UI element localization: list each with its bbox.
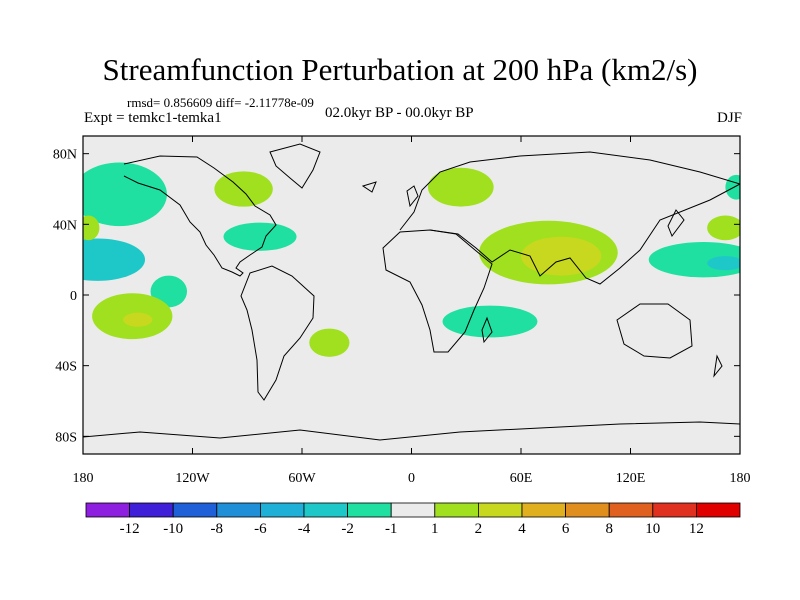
colorbar-label: 8 [605, 521, 613, 537]
colorbar-box [521, 502, 566, 518]
x-tick-label: 120E [616, 471, 646, 486]
colorbar-label: -8 [211, 521, 224, 537]
colorbar-box [696, 502, 741, 518]
x-tick-label: 180 [73, 471, 94, 486]
map-background [83, 136, 740, 454]
colorbar-label: 12 [689, 521, 704, 537]
colorbar-label: -2 [341, 521, 354, 537]
eurasia-coast [399, 151, 740, 285]
colorbar-box [216, 502, 261, 518]
coastlines [83, 143, 740, 441]
anomaly-west-pacific-jet [648, 242, 740, 278]
anomaly-dateline-40n [83, 215, 100, 241]
colorbar-label: 6 [562, 521, 570, 537]
colorbar-box [565, 502, 610, 518]
anomaly-fields [83, 162, 740, 357]
anomaly-north-atlantic-storm [223, 222, 297, 251]
colorbar-label: 2 [475, 521, 483, 537]
anomaly-central-pacific-core [93, 250, 127, 269]
colorbar-label: 1 [431, 521, 439, 537]
x-tick-label: 60W [288, 471, 316, 486]
x-axis-ticks: 180 120W 60W 0 60E 120E 180 [73, 136, 751, 486]
colorbar-label: 4 [518, 521, 526, 537]
experiment-label: Expt = temkc1-temka1 [84, 110, 222, 126]
colorbar-box [608, 502, 654, 518]
y-tick-label: 40S [55, 360, 77, 375]
new-zealand-coast [713, 354, 723, 378]
anomaly-scandinavia [427, 167, 494, 207]
x-tick-label: 60E [510, 471, 533, 486]
japan-coast [667, 209, 685, 238]
season-label: DJF [716, 110, 742, 126]
anomaly-north-pacific-edge [725, 174, 740, 200]
colorbar-box [434, 502, 479, 518]
colorbar-box [172, 502, 218, 518]
colorbar: -12 -10 -8 -6 -4 -2 -1 1 2 4 6 8 10 12 [85, 502, 741, 537]
anomaly-north-pacific-high-lat [83, 162, 167, 227]
uk-coast [406, 185, 419, 208]
colorbar-label: -10 [163, 521, 183, 537]
south-america-coast [240, 265, 315, 401]
antarctica-coast [83, 421, 740, 441]
colorbar-box [390, 502, 436, 518]
colorbar-box [129, 502, 174, 518]
y-tick-label: 80S [55, 430, 77, 445]
colorbar-label: -12 [120, 521, 140, 537]
colorbar-box [477, 502, 523, 518]
colorbar-label: -1 [385, 521, 398, 537]
y-tick-label: 40N [53, 218, 77, 233]
anomaly-south-pacific-core [123, 312, 153, 327]
colorbar-box [259, 502, 305, 518]
north-america-coast [123, 155, 277, 277]
greenland-coast [269, 143, 321, 189]
chart-title: Streamfunction Perturbation at 200 hPa (… [102, 52, 698, 87]
anomaly-south-atlantic [309, 328, 350, 357]
madagascar-coast [481, 316, 493, 344]
colorbar-box [652, 502, 697, 518]
y-axis-ticks: 80N 40N 0 40S 80S [53, 148, 740, 445]
anomaly-indian-ocean-south [442, 305, 538, 338]
y-tick-label: 0 [70, 289, 77, 304]
y-tick-label: 80N [53, 148, 77, 163]
australia-coast [616, 303, 693, 359]
colorbar-label: -4 [298, 521, 311, 537]
anomaly-west-pacific-core [707, 256, 740, 271]
colorbar-label: -6 [254, 521, 267, 537]
x-tick-label: 120W [175, 471, 210, 486]
anomaly-hudson-bay [214, 171, 273, 207]
x-tick-label: 0 [408, 471, 415, 486]
colorbar-label: 10 [645, 521, 660, 537]
period-label: 02.0kyr BP - 00.0kyr BP [325, 105, 474, 121]
anomaly-north-pacific-40n [707, 215, 740, 241]
colorbar-box [303, 502, 348, 518]
colorbar-box [85, 502, 130, 518]
colorbar-box [347, 502, 392, 518]
iceland-coast [361, 181, 377, 193]
x-tick-label: 180 [730, 471, 751, 486]
anomaly-tibet-core [521, 236, 602, 276]
stats-text: rmsd= 0.856609 diff= -2.11778e-09 [127, 95, 314, 110]
